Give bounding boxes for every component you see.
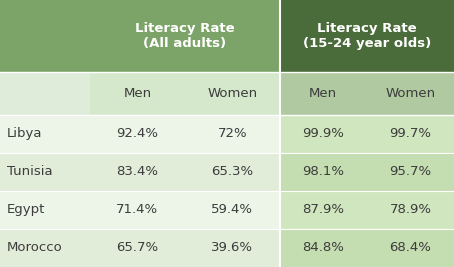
Bar (0, 229, 280, 267)
Text: 87.9%: 87.9% (302, 203, 344, 217)
Text: 68.4%: 68.4% (390, 241, 431, 254)
Text: 98.1%: 98.1% (302, 165, 344, 178)
Text: 95.7%: 95.7% (390, 165, 431, 178)
Text: Morocco: Morocco (7, 241, 63, 254)
Text: Men: Men (123, 87, 151, 100)
Text: 59.4%: 59.4% (211, 203, 253, 217)
Text: 99.9%: 99.9% (302, 127, 344, 140)
Text: Tunisia: Tunisia (7, 165, 52, 178)
Bar (0, 191, 280, 229)
Text: 65.3%: 65.3% (211, 165, 253, 178)
Text: Libya: Libya (7, 127, 42, 140)
Bar (0, 115, 280, 153)
Text: 99.7%: 99.7% (390, 127, 431, 140)
Bar (280, 229, 454, 267)
Text: 84.8%: 84.8% (302, 241, 344, 254)
Bar (90, 0, 280, 72)
Bar (280, 72, 454, 115)
Bar (0, 0, 90, 72)
Bar (280, 0, 454, 72)
Text: Egypt: Egypt (7, 203, 45, 217)
Bar (280, 115, 454, 153)
Text: 39.6%: 39.6% (211, 241, 253, 254)
Text: 78.9%: 78.9% (390, 203, 431, 217)
Text: 72%: 72% (217, 127, 247, 140)
Bar (280, 191, 454, 229)
Text: 71.4%: 71.4% (116, 203, 158, 217)
Text: Literacy Rate
(15-24 year olds): Literacy Rate (15-24 year olds) (303, 22, 431, 50)
Bar (0, 72, 90, 115)
Text: Literacy Rate
(All adults): Literacy Rate (All adults) (135, 22, 235, 50)
Text: 92.4%: 92.4% (116, 127, 158, 140)
Bar (90, 72, 280, 115)
Text: 65.7%: 65.7% (116, 241, 158, 254)
Bar (280, 153, 454, 191)
Text: 83.4%: 83.4% (116, 165, 158, 178)
Text: Men: Men (309, 87, 337, 100)
Bar (0, 153, 280, 191)
Text: Women: Women (207, 87, 257, 100)
Text: Women: Women (385, 87, 435, 100)
